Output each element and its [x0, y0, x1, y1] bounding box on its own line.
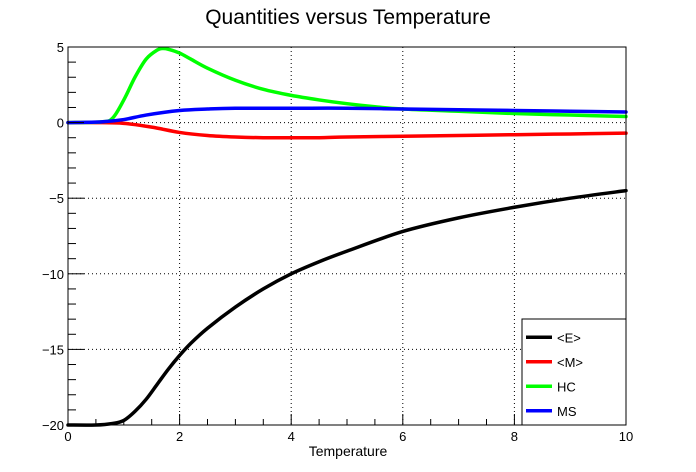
x-tick-label: 8 — [511, 429, 518, 444]
legend-label-ms: MS — [557, 404, 577, 419]
x-tick-label: 10 — [619, 429, 633, 444]
x-tick-label: 0 — [64, 429, 71, 444]
legend: <E> <M> HC MS — [521, 318, 627, 426]
series-lines — [66, 46, 628, 427]
x-tick-label: 2 — [176, 429, 183, 444]
y-tick-label: −20 — [42, 418, 64, 433]
series-line-e — [66, 188, 628, 427]
y-tick-label: −5 — [49, 191, 64, 206]
series-line-ms — [66, 106, 628, 125]
series-line-m — [66, 120, 628, 140]
chart-title: Quantities versus Temperature — [205, 6, 491, 29]
y-tick-label: −10 — [42, 267, 64, 282]
y-tick-label: −15 — [42, 342, 64, 357]
legend-label-m: <M> — [557, 355, 583, 370]
tick-labels: 0 2 4 6 8 10 −20 −15 −10 −5 0 5 — [42, 40, 633, 444]
legend-label-e: <E> — [557, 330, 581, 345]
y-tick-label: 0 — [57, 116, 64, 131]
x-tick-label: 6 — [399, 429, 406, 444]
x-axis-label: Temperature — [309, 443, 388, 459]
y-tick-label: 5 — [57, 40, 64, 55]
legend-label-hc: HC — [557, 379, 576, 394]
x-tick-label: 4 — [288, 429, 295, 444]
